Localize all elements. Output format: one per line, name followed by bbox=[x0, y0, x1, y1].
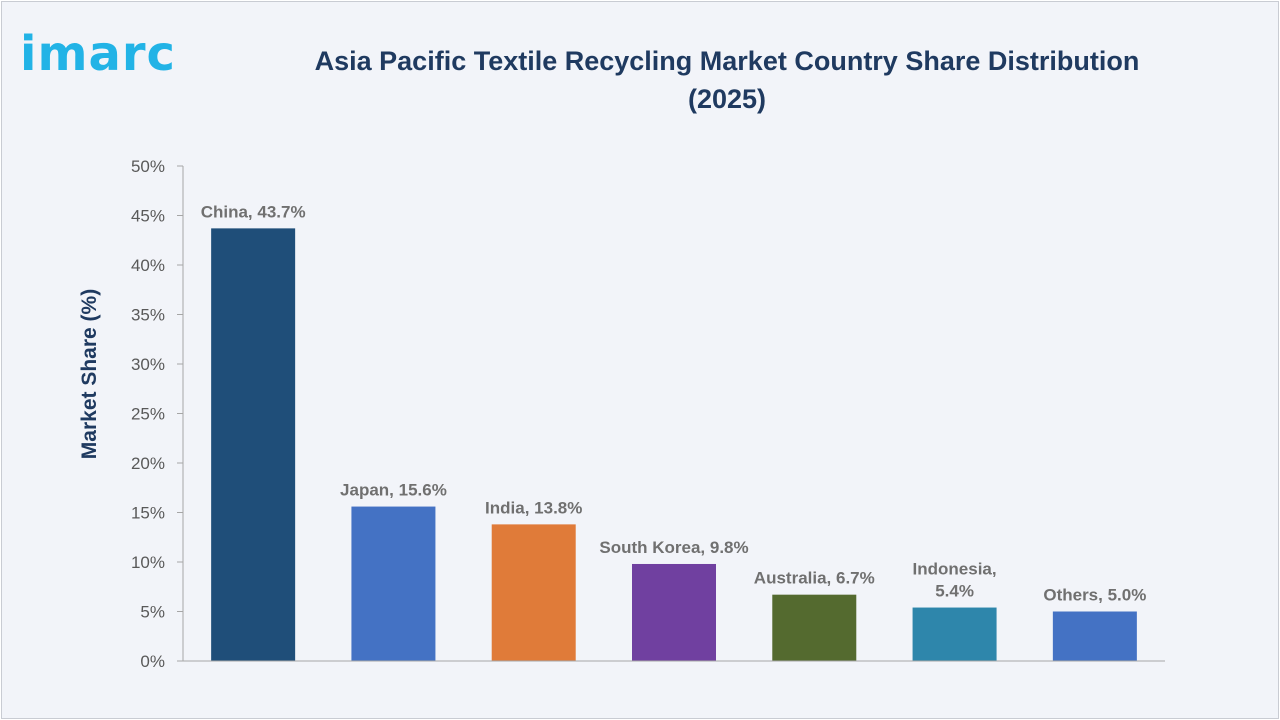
imarc-logo: imarc bbox=[20, 26, 176, 82]
bar-south-korea bbox=[632, 563, 716, 661]
bar-others bbox=[1052, 611, 1137, 661]
bar-australia bbox=[772, 594, 857, 661]
data-label: Others, 5.0% bbox=[1043, 586, 1146, 605]
y-tick-label: 10% bbox=[131, 553, 165, 572]
data-label: Japan, 15.6% bbox=[340, 481, 447, 500]
bar-japan bbox=[351, 506, 436, 661]
y-tick-label: 20% bbox=[131, 454, 165, 473]
data-label: South Korea, 9.8% bbox=[599, 538, 748, 557]
data-label: 5.4% bbox=[935, 582, 974, 601]
chart-title: Asia Pacific Textile Recycling Market Co… bbox=[314, 46, 1140, 114]
y-tick-label: 30% bbox=[131, 355, 165, 374]
data-label: India, 13.8% bbox=[485, 498, 582, 517]
bar-china bbox=[211, 228, 296, 661]
y-tick-label: 45% bbox=[131, 207, 165, 226]
y-tick-label: 15% bbox=[131, 504, 165, 523]
y-tick-label: 35% bbox=[131, 306, 165, 325]
y-tick-label: 50% bbox=[131, 157, 165, 176]
data-label: Indonesia, bbox=[913, 560, 997, 579]
y-tick-label: 40% bbox=[131, 256, 165, 275]
bar-india bbox=[491, 524, 576, 661]
y-tick-label: 25% bbox=[131, 405, 165, 424]
data-label: China, 43.7% bbox=[201, 202, 306, 221]
y-tick-label: 5% bbox=[140, 603, 165, 622]
y-tick-label: 0% bbox=[140, 652, 165, 671]
data-label: Australia, 6.7% bbox=[754, 569, 875, 588]
bar-indonesia bbox=[912, 607, 997, 661]
